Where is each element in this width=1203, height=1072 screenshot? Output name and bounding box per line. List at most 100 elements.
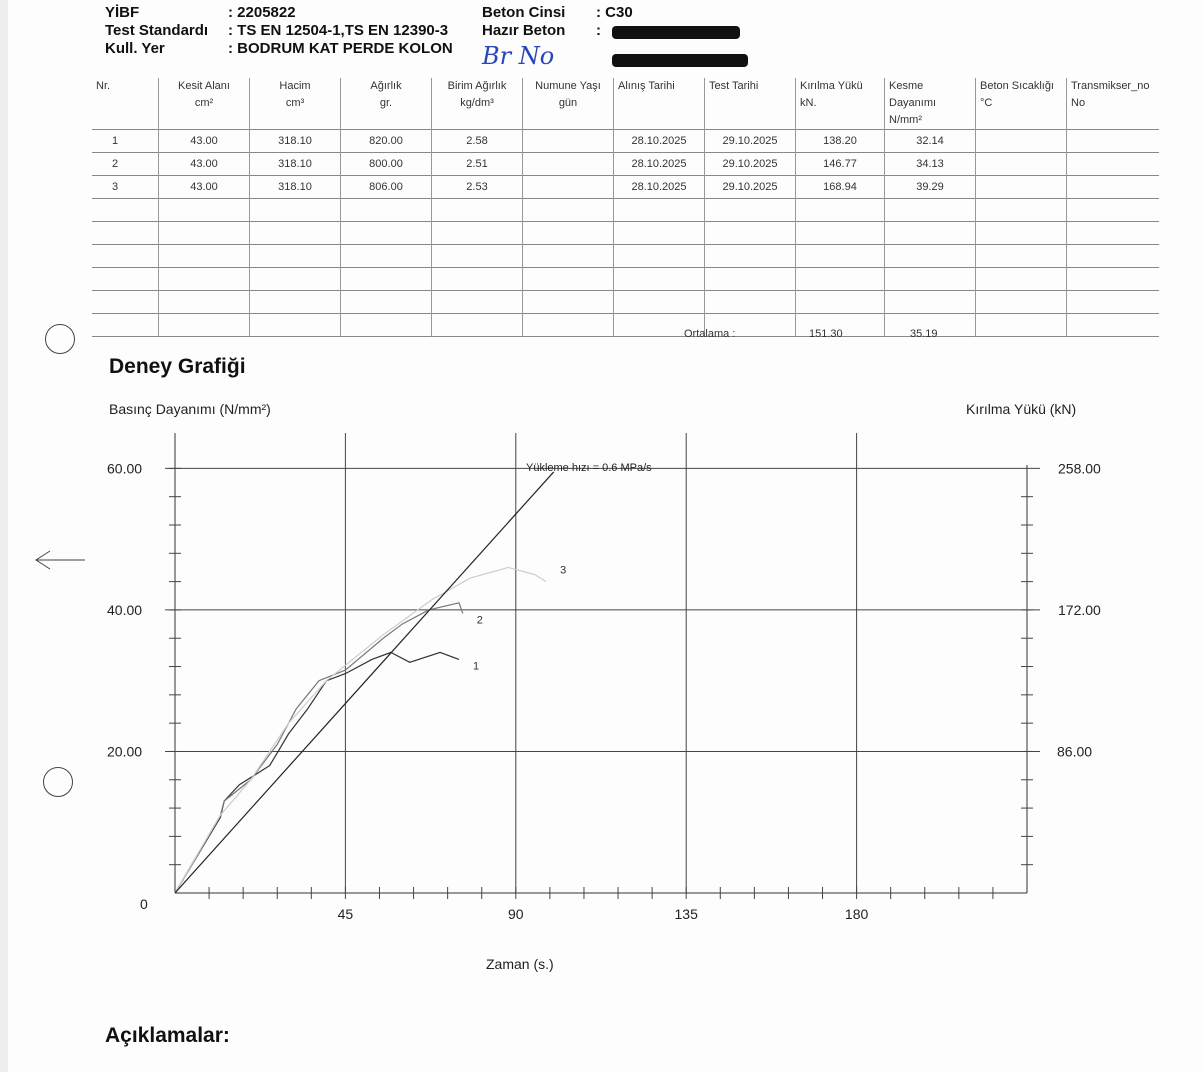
column-header: Alınış Tarihi [613,78,705,130]
table-cell: 2.51 [431,152,523,176]
average-strength: 35.19 [910,328,938,340]
column-header: Ağırlık gr. [340,78,432,130]
y2-axis-label: Kırılma Yükü (kN) [966,401,1077,417]
table-row: 1 43.00 318.10 820.00 2.58 28.10.2025 29.10.20… [92,129,1159,153]
series-label: 3 [560,565,566,577]
page-edge [0,0,8,1072]
column-title: Alınış Tarihi [618,80,675,92]
table-cell [1066,152,1159,176]
column-unit: gr. [379,97,393,109]
table-cell: 318.10 [249,152,341,176]
table-cell: 28.10.2025 [613,129,705,153]
column-title: Kesme Dayanımı [889,80,937,109]
column-header: Nr. [92,78,159,130]
column-unit: cm³ [285,97,305,109]
table-cell: 29.10.2025 [704,175,796,199]
loading-rate-annotation: Yükleme hızı = 0.6 MPa/s [526,462,652,474]
column-title: Numune Yaşı [535,80,601,92]
column-unit: gün [558,97,578,109]
table-cell: 318.10 [249,129,341,153]
table-cell: 29.10.2025 [704,129,796,153]
column-title: Birim Ağırlık [447,80,507,92]
table-cell: 800.00 [340,152,432,176]
table-cell: 2 [92,152,159,176]
series-label: 1 [473,660,479,672]
y-tick-label: 40.00 [107,602,142,618]
y-axis-label: Basınç Dayanımı (N/mm²) [109,401,271,417]
column-unit: °C [980,97,993,109]
table-cell [522,175,614,199]
x-tick-label: 90 [508,906,524,922]
header-value: : [596,22,601,39]
table-cell: 1 [92,129,159,153]
series-line-3 [174,566,547,894]
column-unit: kg/dm³ [460,97,494,109]
series-line-loading [174,471,555,894]
table-cell: 29.10.2025 [704,152,796,176]
column-header: Numune Yaşı gün [522,78,614,130]
table-cell: 2.53 [431,175,523,199]
table-cell: 2.58 [431,129,523,153]
y2-tick-label: 172.00 [1058,602,1101,618]
column-title: Ağırlık [370,80,402,92]
table-cell [1066,175,1159,199]
column-header: Birim Ağırlık kg/dm³ [431,78,523,130]
graph-title: Deney Grafiği [109,355,246,378]
header-label: Hazır Beton [482,22,566,39]
column-header: Hacim cm³ [249,78,341,130]
table-row: 3 43.00 318.10 806.00 2.53 28.10.2025 29.10.20… [92,175,1159,199]
column-header: Kesit Alanı cm² [158,78,250,130]
table-cell: 168.94 [795,175,885,199]
y2-tick-label: 86.00 [1057,743,1092,759]
table-cell: 43.00 [158,175,250,199]
empty-row [92,313,1159,337]
table-cell: 3 [92,175,159,199]
series-label: 2 [477,614,483,626]
table-cell [522,152,614,176]
x-tick-label: 135 [675,906,699,922]
column-unit: kN. [800,97,817,109]
table-cell [975,152,1067,176]
table-cell [975,175,1067,199]
column-unit: cm² [194,97,214,109]
empty-row [92,267,1159,291]
punch-hole [45,324,75,354]
y-tick-label: 60.00 [107,460,142,476]
column-header: Transmikser_no No [1066,78,1159,130]
redacted-field [612,54,748,67]
table-row: 2 43.00 318.10 800.00 2.51 28.10.2025 29.10.20… [92,152,1159,176]
column-title: Kırılma Yükü [800,80,863,92]
empty-row [92,290,1159,314]
notes-title: Açıklamalar: [105,1024,230,1047]
table-cell: 138.20 [795,129,885,153]
column-header: Kırılma Yükü kN. [795,78,885,130]
column-title: Hacim [279,80,311,92]
punch-hole [43,767,73,797]
column-title: Test Tarihi [709,80,759,92]
empty-row [92,221,1159,245]
header-label: Beton Cinsi [482,4,566,21]
table-cell [975,129,1067,153]
empty-row [92,244,1159,268]
column-title: Kesit Alanı [178,80,230,92]
table-cell: 146.77 [795,152,885,176]
header-label: YİBF [105,4,140,21]
column-title: Beton Sıcaklığı [980,80,1054,92]
x-axis-label: Zaman (s.) [486,956,554,972]
results-table: Nr. Kesit Alanı cm² Hacim cm³ Ağırlık gr. Birim… [92,78,1159,338]
header-label: Test Standardı [105,22,209,39]
y-tick-label: 0 [140,896,148,912]
table-cell: 318.10 [249,175,341,199]
column-header: Test Tarihi [704,78,796,130]
table-cell: 28.10.2025 [613,175,705,199]
handwritten-note: Br No [482,42,555,70]
table-cell: 39.29 [884,175,976,199]
table-cell: 820.00 [340,129,432,153]
column-unit: N/mm² [889,114,922,126]
column-header: Kesme Dayanımı N/mm² [884,78,976,130]
average-label: Ortalama : [684,328,736,340]
column-header: Beton Sıcaklığı °C [975,78,1067,130]
column-title: Nr. [96,80,111,92]
y2-tick-label: 258.00 [1058,460,1101,476]
